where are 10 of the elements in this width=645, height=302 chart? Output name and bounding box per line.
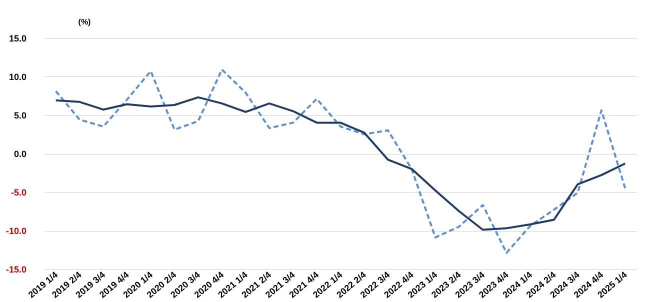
- y-tick-label: -15.0: [6, 264, 26, 274]
- y-tick-label: 15.0: [8, 34, 26, 44]
- y-tick-label: 10.0: [8, 72, 26, 82]
- y-tick-label: -5.0: [10, 188, 26, 198]
- line-series: [54, 96, 626, 231]
- y-tick-label: 0.0: [14, 149, 26, 159]
- line-series: [54, 68, 626, 254]
- y-tick-label: 5.0: [14, 110, 26, 120]
- y-tick-label: -10.0: [6, 226, 26, 236]
- y-axis-title: (%): [78, 18, 92, 26]
